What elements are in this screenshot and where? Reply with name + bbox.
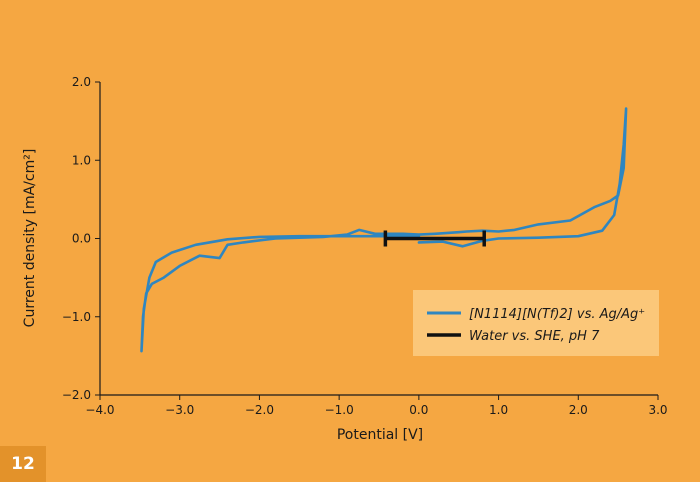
x-tick-label: −3.0: [165, 403, 194, 417]
series-line-cv: [140, 107, 628, 353]
y-tick-label: 2.0: [72, 75, 91, 89]
x-axis-ticks: −4.0 −3.0 −2.0 −1.0 0.0 1.0 2.0 3.0: [85, 395, 668, 417]
x-tick-label: 0.0: [409, 403, 428, 417]
figure-number: 12: [0, 446, 46, 482]
y-axis-ticks: −2.0 −1.0 0.0 1.0 2.0: [62, 75, 100, 402]
legend-background: [413, 290, 659, 356]
x-tick-label: −1.0: [325, 403, 354, 417]
x-tick-label: 1.0: [489, 403, 508, 417]
y-axis-title: Current density [mA/cm²]: [22, 149, 38, 328]
x-tick-label: 3.0: [648, 403, 667, 417]
x-tick-label: 2.0: [569, 403, 588, 417]
y-tick-label: 0.0: [72, 232, 91, 246]
legend-label-cv: [N1114][N(Tf)2] vs. Ag/Ag⁺: [469, 307, 645, 322]
y-tick-label: 1.0: [72, 153, 91, 167]
x-axis-title: Potential [V]: [337, 427, 423, 443]
legend: [N1114][N(Tf)2] vs. Ag/Ag⁺ Water vs. SHE…: [413, 290, 659, 356]
legend-label-water: Water vs. SHE, pH 7: [469, 329, 600, 344]
y-tick-label: −1.0: [62, 310, 91, 324]
x-tick-label: −2.0: [245, 403, 274, 417]
x-tick-label: −4.0: [85, 403, 114, 417]
plot-series: [140, 107, 628, 353]
y-tick-label: −2.0: [62, 388, 91, 402]
